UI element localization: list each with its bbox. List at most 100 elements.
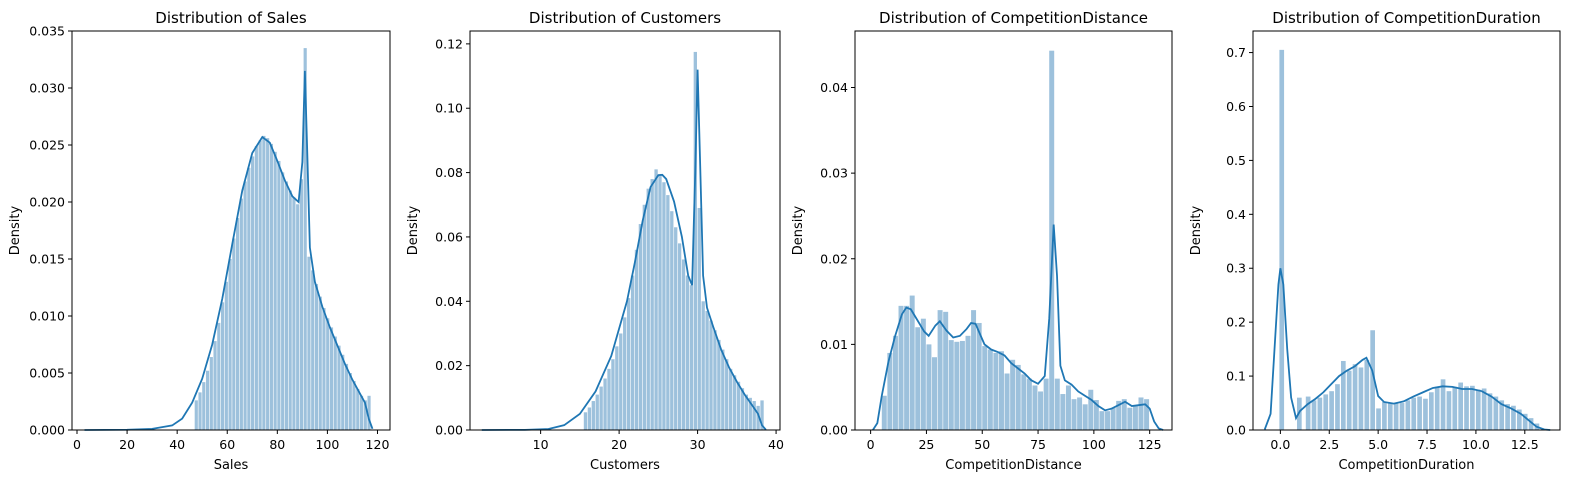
histogram-bar [1458, 382, 1463, 430]
y-tick-label: 0.015 [29, 252, 65, 267]
axes-frame [71, 30, 391, 431]
histogram-bar [1346, 370, 1352, 430]
histogram-bar [228, 259, 232, 430]
kde-line [481, 69, 767, 431]
histogram-bar [717, 339, 721, 430]
histogram-bar [1499, 400, 1505, 430]
histogram-bar [693, 51, 697, 431]
x-tick-label: 60 [219, 437, 235, 452]
histogram-bar [213, 341, 217, 430]
histogram-bar [887, 352, 893, 430]
y-tick-label: 0.000 [29, 423, 65, 438]
histogram-bar [1340, 360, 1346, 430]
histogram-bar [341, 354, 345, 430]
histogram-bar [740, 388, 745, 430]
histogram-bar [1088, 389, 1094, 430]
histogram-bar [1464, 386, 1469, 430]
x-tick-label: 50 [974, 437, 990, 452]
histogram-bar [1071, 399, 1077, 430]
histogram-bar [898, 305, 904, 430]
y-tick-label: 0.030 [29, 81, 65, 96]
x-tick-label: 75 [1030, 437, 1046, 452]
histogram-bar [1505, 404, 1510, 430]
histogram-bar [352, 380, 356, 430]
histogram-bar [728, 368, 733, 430]
y-tick-label: 0.03 [820, 166, 848, 181]
histogram-bar [205, 370, 210, 430]
histogram-bar [1060, 394, 1066, 430]
y-tick-label: 0.1 [1226, 369, 1246, 384]
histogram-bar [744, 394, 748, 430]
histogram-bar [326, 318, 330, 430]
histogram-bar [1511, 405, 1516, 430]
y-tick-label: 0.04 [435, 294, 463, 309]
histogram-bar [269, 143, 273, 431]
histogram-bar [626, 298, 631, 430]
histogram-bar [277, 160, 281, 430]
y-tick-label: 0.00 [435, 423, 463, 438]
histogram-bar [681, 259, 686, 430]
x-tick-label: 0 [867, 437, 875, 452]
histogram-bar [281, 172, 285, 431]
histogram-bar [685, 275, 690, 430]
x-tick-label: 100 [315, 437, 339, 452]
histogram-bar [1440, 379, 1446, 430]
histogram-bar [666, 195, 670, 430]
histogram-bar [937, 310, 943, 430]
histogram-bar [266, 138, 270, 430]
x-axis-label: CompetitionDuration [1338, 458, 1474, 473]
histogram-bar [932, 357, 937, 430]
kde-line [1263, 268, 1551, 431]
histogram-bar [1382, 401, 1387, 430]
histogram-bar [344, 363, 349, 430]
histogram-bar [654, 169, 658, 431]
histogram-bar [356, 388, 360, 430]
histogram-bar [1082, 404, 1088, 430]
histogram-bar [1110, 407, 1116, 430]
histogram-bar [1516, 409, 1522, 430]
histogram-bar [243, 181, 247, 430]
x-tick-label: 30 [690, 437, 706, 452]
histogram-bar [1428, 392, 1434, 430]
axes-frame [854, 30, 1173, 431]
histogram-bar [948, 340, 954, 430]
histogram-bar [1417, 396, 1422, 430]
histogram-bar [194, 400, 198, 430]
histogram-bar [607, 368, 611, 430]
histogram-bar [1021, 374, 1027, 430]
histogram-bar [591, 401, 595, 430]
histogram-bar [1528, 418, 1534, 430]
histogram-bar [1352, 364, 1358, 430]
y-tick-label: 0.06 [435, 229, 463, 244]
histogram-bar [363, 400, 367, 430]
histogram-bar [1015, 364, 1021, 430]
histogram-bar [288, 190, 292, 430]
y-tick-label: 0.10 [435, 101, 463, 116]
histogram-bar [662, 182, 666, 430]
histogram-bar [1093, 400, 1099, 430]
y-tick-label: 0.04 [820, 80, 848, 95]
histogram-bar [670, 211, 674, 430]
y-axis-label: Density [8, 205, 23, 255]
histogram-bar [583, 412, 588, 430]
y-tick-label: 0.01 [820, 337, 848, 352]
histogram-bar [630, 275, 635, 430]
x-tick-label: 7.5 [1417, 437, 1437, 452]
histogram-bar [318, 296, 322, 430]
x-axis-label: Customers [590, 458, 660, 473]
histogram-bar [658, 175, 662, 430]
y-tick-label: 0.12 [435, 36, 463, 51]
histogram-bar [209, 357, 213, 430]
histogram-bar [1032, 385, 1038, 430]
x-tick-label: 25 [918, 437, 934, 452]
histogram-bar [1370, 330, 1375, 430]
y-tick-label: 0.6 [1226, 99, 1246, 114]
histogram-bar [982, 346, 988, 430]
chart-panel-4: 0.0 2.5 5.0 7.5 10.0 12.5 0.0 0.1 0.2 0.3 0.4 0.5 0.… [1189, 9, 1561, 473]
histogram-bar [1279, 49, 1285, 431]
histogram-bar [1376, 408, 1381, 430]
histogram-bar [732, 375, 737, 430]
histogram-bar [1311, 400, 1317, 430]
histogram-bar [314, 284, 319, 430]
histogram-bar [674, 227, 678, 430]
